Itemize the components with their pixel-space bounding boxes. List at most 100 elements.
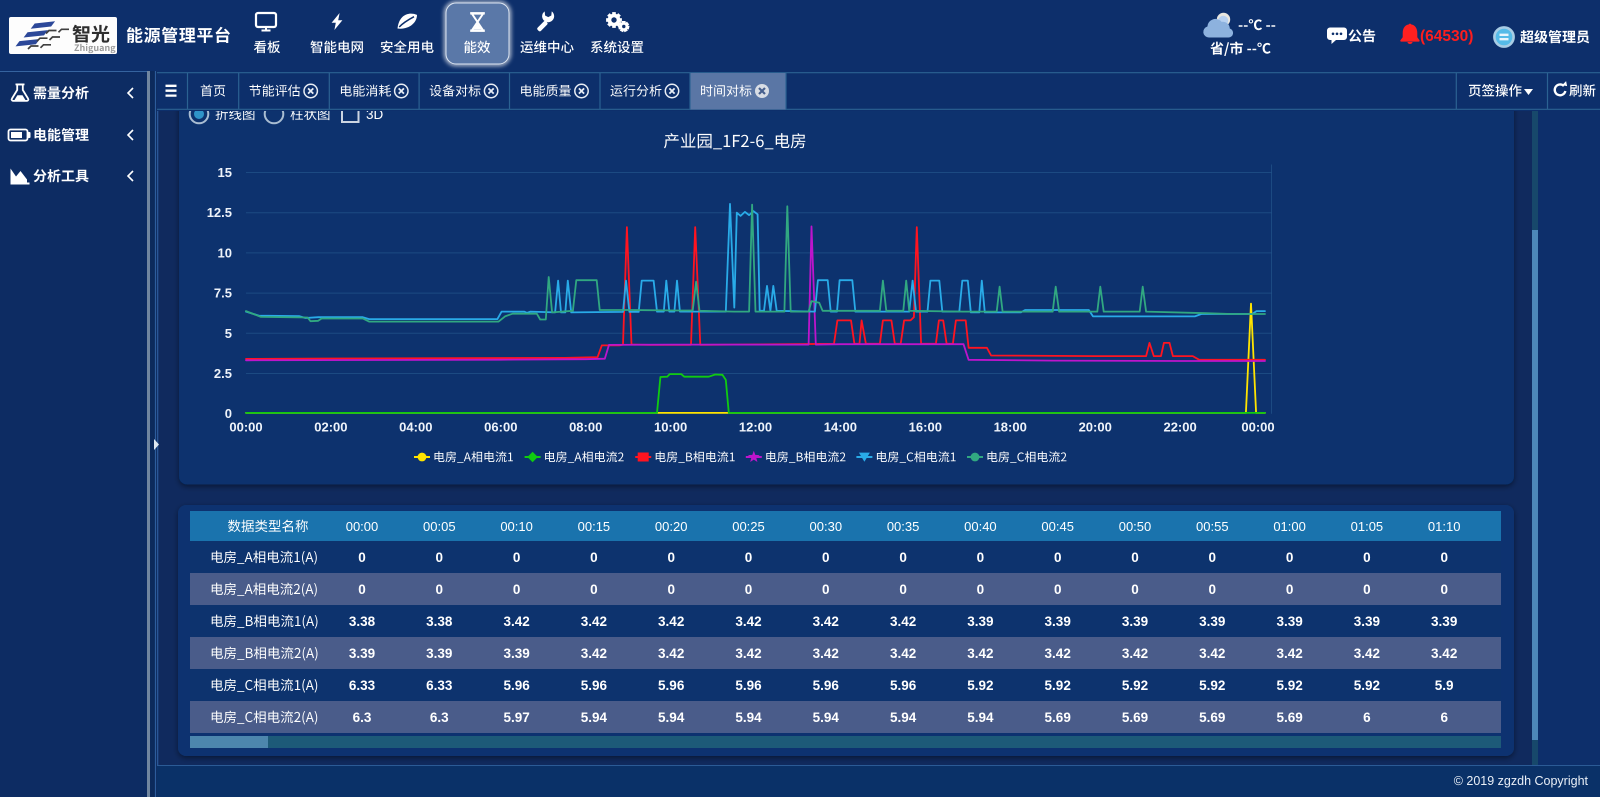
svg-text:3.42: 3.42 [813, 614, 839, 629]
svg-text:01:00: 01:00 [1273, 519, 1306, 534]
svg-text:6.33: 6.33 [426, 678, 453, 693]
svg-text:0: 0 [436, 550, 444, 565]
svg-text:5.96: 5.96 [735, 678, 762, 693]
svg-text:0: 0 [899, 582, 907, 597]
svg-text:3.39: 3.39 [1045, 614, 1071, 629]
svg-text:0: 0 [822, 582, 830, 597]
svg-text:00:40: 00:40 [964, 519, 997, 534]
svg-text:3.42: 3.42 [1122, 646, 1148, 661]
svg-text:00:25: 00:25 [732, 519, 765, 534]
svg-text:00:10: 00:10 [500, 519, 533, 534]
svg-text:3.42: 3.42 [658, 614, 684, 629]
svg-text:02:00: 02:00 [314, 420, 347, 435]
svg-text:5.69: 5.69 [1276, 710, 1302, 725]
svg-text:15: 15 [218, 165, 232, 180]
svg-text:0: 0 [1209, 582, 1217, 597]
svg-text:0: 0 [667, 582, 675, 597]
svg-text:3.38: 3.38 [426, 614, 453, 629]
svg-text:0: 0 [1131, 550, 1139, 565]
svg-text:6.3: 6.3 [430, 710, 449, 725]
svg-text:5.96: 5.96 [503, 678, 530, 693]
svg-text:0: 0 [513, 550, 521, 565]
svg-text:5.96: 5.96 [890, 678, 917, 693]
svg-text:5.94: 5.94 [967, 710, 994, 725]
svg-text:00:15: 00:15 [578, 519, 611, 534]
svg-text:00:35: 00:35 [887, 519, 920, 534]
svg-text:3.42: 3.42 [658, 646, 684, 661]
svg-text:3.42: 3.42 [890, 646, 916, 661]
svg-text:3.42: 3.42 [1045, 646, 1071, 661]
svg-text:3.42: 3.42 [1431, 646, 1457, 661]
svg-text:5.69: 5.69 [1045, 710, 1071, 725]
svg-text:3.39: 3.39 [967, 614, 993, 629]
svg-text:14:00: 14:00 [824, 420, 857, 435]
svg-text:0: 0 [1440, 550, 1448, 565]
svg-text:0: 0 [358, 582, 366, 597]
svg-text:5.94: 5.94 [581, 710, 608, 725]
svg-text:0: 0 [667, 550, 675, 565]
svg-text:7.5: 7.5 [214, 286, 232, 301]
svg-text:5.94: 5.94 [735, 710, 762, 725]
svg-text:3.39: 3.39 [1122, 614, 1148, 629]
svg-text:3.42: 3.42 [735, 614, 761, 629]
svg-text:10: 10 [218, 245, 232, 260]
svg-text:(64530): (64530) [1420, 28, 1473, 45]
svg-text:08:00: 08:00 [569, 420, 602, 435]
svg-text:0: 0 [1209, 550, 1217, 565]
svg-text:5.69: 5.69 [1199, 710, 1225, 725]
svg-text:00:55: 00:55 [1196, 519, 1229, 534]
svg-text:0: 0 [1286, 550, 1294, 565]
svg-text:0: 0 [1363, 582, 1371, 597]
svg-text:00:00: 00:00 [1241, 420, 1274, 435]
svg-text:3.42: 3.42 [1276, 646, 1302, 661]
svg-text:6: 6 [1363, 710, 1371, 725]
svg-text:06:00: 06:00 [484, 420, 517, 435]
svg-text:04:00: 04:00 [399, 420, 432, 435]
svg-text:01:10: 01:10 [1428, 519, 1461, 534]
svg-text:3.39: 3.39 [1276, 614, 1302, 629]
svg-text:00:50: 00:50 [1119, 519, 1152, 534]
svg-text:00:45: 00:45 [1041, 519, 1074, 534]
svg-text:3.39: 3.39 [503, 646, 529, 661]
svg-text:2.5: 2.5 [214, 366, 232, 381]
svg-text:0: 0 [1054, 550, 1062, 565]
svg-text:6.3: 6.3 [353, 710, 372, 725]
svg-text:6.33: 6.33 [349, 678, 376, 693]
svg-text:0: 0 [590, 582, 598, 597]
svg-text:0: 0 [358, 550, 366, 565]
svg-text:00:20: 00:20 [655, 519, 688, 534]
svg-text:0: 0 [513, 582, 521, 597]
svg-text:0: 0 [745, 582, 753, 597]
svg-text:12.5: 12.5 [207, 205, 232, 220]
svg-text:5.92: 5.92 [967, 678, 993, 693]
svg-text:0: 0 [1131, 582, 1139, 597]
svg-text:5.92: 5.92 [1045, 678, 1071, 693]
svg-text:0: 0 [225, 406, 232, 421]
svg-text:3.39: 3.39 [1354, 614, 1380, 629]
svg-text:© 2019 zgzdh Copyright: © 2019 zgzdh Copyright [1454, 774, 1589, 788]
svg-text:3D: 3D [366, 107, 384, 122]
svg-text:01:05: 01:05 [1351, 519, 1384, 534]
svg-text:3.42: 3.42 [581, 614, 607, 629]
svg-text:22:00: 22:00 [1163, 420, 1196, 435]
svg-text:5: 5 [225, 326, 232, 341]
svg-text:6: 6 [1440, 710, 1448, 725]
svg-text:5.94: 5.94 [658, 710, 685, 725]
svg-text:5.97: 5.97 [503, 710, 529, 725]
svg-text:12:00: 12:00 [739, 420, 772, 435]
svg-text:3.42: 3.42 [735, 646, 761, 661]
svg-text:5.96: 5.96 [658, 678, 685, 693]
svg-text:3.42: 3.42 [1199, 646, 1225, 661]
svg-text:18:00: 18:00 [994, 420, 1027, 435]
svg-text:0: 0 [977, 582, 985, 597]
svg-text:5.69: 5.69 [1122, 710, 1148, 725]
svg-text:3.42: 3.42 [503, 614, 529, 629]
svg-text:3.39: 3.39 [1431, 614, 1457, 629]
svg-text:3.39: 3.39 [426, 646, 452, 661]
svg-text:3.38: 3.38 [349, 614, 376, 629]
svg-text:0: 0 [745, 550, 753, 565]
svg-text:0: 0 [899, 550, 907, 565]
svg-text:00:05: 00:05 [423, 519, 456, 534]
svg-text:3.42: 3.42 [1354, 646, 1380, 661]
svg-text:20:00: 20:00 [1079, 420, 1112, 435]
